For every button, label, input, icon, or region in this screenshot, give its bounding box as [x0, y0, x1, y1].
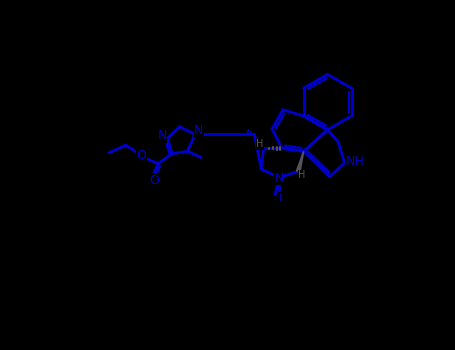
Text: O: O [149, 174, 159, 187]
Text: l: l [278, 193, 280, 203]
Polygon shape [296, 151, 303, 172]
Text: N: N [194, 124, 203, 137]
Text: N: N [274, 172, 283, 185]
Text: H: H [256, 139, 263, 149]
Text: NH: NH [346, 155, 364, 168]
Text: N: N [157, 130, 167, 142]
Text: H: H [298, 170, 306, 180]
Text: O: O [136, 149, 146, 162]
